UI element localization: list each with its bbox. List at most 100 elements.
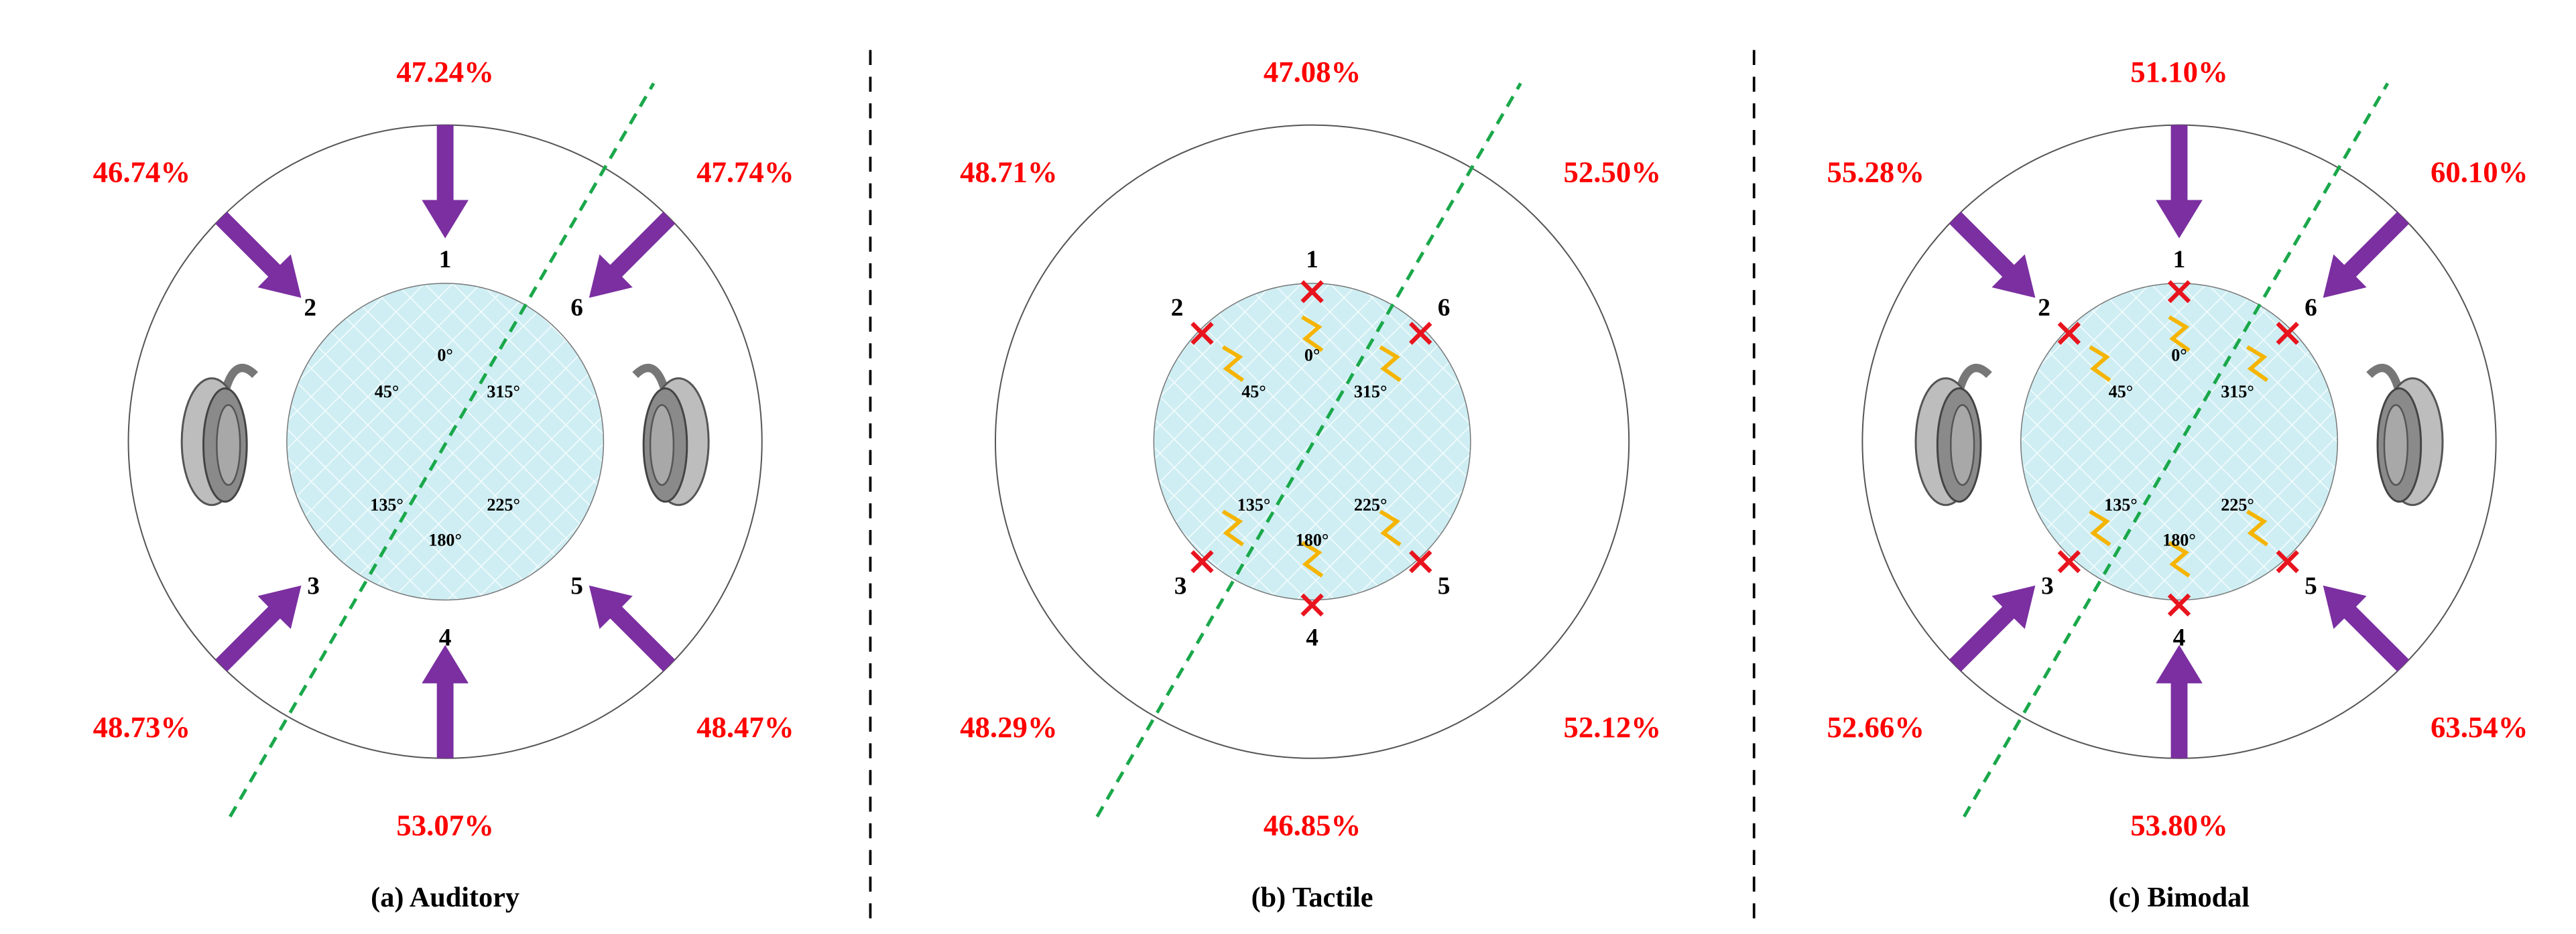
headphone-inner (2383, 404, 2409, 486)
angle-label: 45° (375, 382, 400, 401)
headphone-inner (1949, 404, 1975, 486)
angle-label: 180° (2162, 530, 2196, 549)
angle-label: 0° (2171, 345, 2187, 364)
caption: (c) Bimodal (2109, 882, 2250, 913)
arrow (2323, 585, 2410, 672)
percentage: 46.74% (93, 155, 191, 188)
percentage: 48.47% (696, 710, 794, 744)
tactor-x (1190, 550, 1214, 574)
arrow (215, 212, 302, 298)
angle-label: 0° (1304, 345, 1321, 364)
position-label: 5 (570, 573, 583, 600)
arrow (422, 645, 469, 758)
headphone-inner (649, 404, 675, 486)
percentage: 53.80% (2130, 809, 2228, 842)
panel: 47.24% 46.74% 48.73% 53.07% 48.47% 47.74% 1 2 3 4… (93, 55, 794, 913)
position-label: 1 (439, 246, 452, 273)
midline (1095, 82, 1522, 818)
percentage: 52.50% (1564, 155, 1662, 188)
position-label: 5 (1438, 573, 1451, 600)
tactor-x (2167, 593, 2191, 617)
midline (1962, 82, 2390, 818)
position-label: 4 (2173, 624, 2186, 652)
position-label: 5 (2305, 573, 2317, 600)
angle-label: 225° (2221, 495, 2254, 515)
position-label: 2 (2038, 294, 2050, 322)
midline (229, 82, 656, 818)
percentage: 46.85% (1264, 809, 1361, 842)
position-label: 3 (307, 573, 320, 600)
tactor-x (2276, 550, 2299, 574)
arrow (589, 212, 676, 298)
arrow (1949, 585, 2036, 672)
tactor-x (2057, 550, 2081, 574)
arrow (2156, 125, 2203, 239)
tactor-x (1300, 593, 1324, 617)
angle-label: 225° (1354, 495, 1388, 515)
tactor-x (2057, 322, 2081, 345)
position-label: 4 (439, 624, 452, 652)
percentage: 48.71% (960, 155, 1058, 188)
position-label: 3 (2041, 573, 2054, 600)
percentage: 47.08% (1264, 55, 1361, 88)
vibration (2246, 345, 2269, 383)
headphone-band (1955, 364, 1992, 393)
percentage: 51.10% (2130, 55, 2228, 88)
angle-label: 135° (370, 495, 404, 515)
position-label: 4 (1306, 624, 1318, 652)
percentage: 60.10% (2431, 155, 2528, 188)
percentage: 63.54% (2431, 710, 2528, 744)
position-label: 1 (1306, 246, 1318, 273)
vibration (1379, 509, 1402, 547)
position-label: 3 (1174, 573, 1187, 600)
position-label: 6 (570, 294, 583, 322)
vibration (1301, 315, 1324, 352)
position-label: 6 (1438, 294, 1451, 322)
vibration (2168, 541, 2191, 578)
percentage: 47.24% (396, 55, 494, 88)
percentage: 47.74% (696, 155, 794, 188)
panel: 51.10% 55.28% 52.66% 53.80% 63.54% 60.10% 1 2 3 4… (1827, 55, 2528, 913)
headphone-band (632, 364, 670, 393)
arrow (2323, 212, 2410, 298)
vibration (1221, 345, 1245, 383)
headphone-inner (216, 404, 241, 486)
vibration (1379, 345, 1402, 383)
angle-label: 315° (2221, 382, 2254, 401)
outer-circle (994, 124, 1630, 759)
percentage: 55.28% (1827, 155, 1925, 188)
angle-label: 315° (487, 382, 520, 401)
angle-label: 0° (437, 345, 453, 364)
vibration (2089, 509, 2111, 547)
arrow (422, 125, 469, 239)
percentage: 52.66% (1827, 710, 1925, 744)
vibration (2089, 345, 2111, 383)
tactor-x (1409, 322, 1432, 345)
position-label: 1 (2173, 246, 2186, 273)
tactor-x (1409, 550, 1432, 574)
angle-label: 45° (2109, 382, 2134, 401)
angle-label: 135° (2104, 495, 2138, 515)
panel: 47.08% 48.71% 48.29% 46.85% 52.12% 52.50% 1 2 3 4… (960, 55, 1661, 913)
tactor-x (2276, 322, 2299, 345)
percentage: 48.29% (960, 710, 1058, 744)
vibration (2246, 509, 2269, 547)
angle-label: 45° (1241, 382, 1266, 401)
position-label: 2 (304, 294, 316, 322)
inner-circle (286, 283, 605, 601)
caption: (a) Auditory (371, 882, 519, 913)
percentage: 52.12% (1564, 710, 1662, 744)
vibration (2168, 315, 2191, 352)
arrow (215, 585, 302, 672)
headphone-band (2366, 364, 2404, 393)
caption: (b) Tactile (1251, 882, 1373, 913)
vibration (1301, 541, 1324, 578)
headphone-band (221, 364, 258, 393)
angle-label: 180° (1296, 530, 1329, 549)
arrow (1949, 212, 2036, 298)
angle-label: 135° (1237, 495, 1271, 515)
angle-label: 225° (487, 495, 520, 515)
percentage: 53.07% (396, 809, 494, 842)
